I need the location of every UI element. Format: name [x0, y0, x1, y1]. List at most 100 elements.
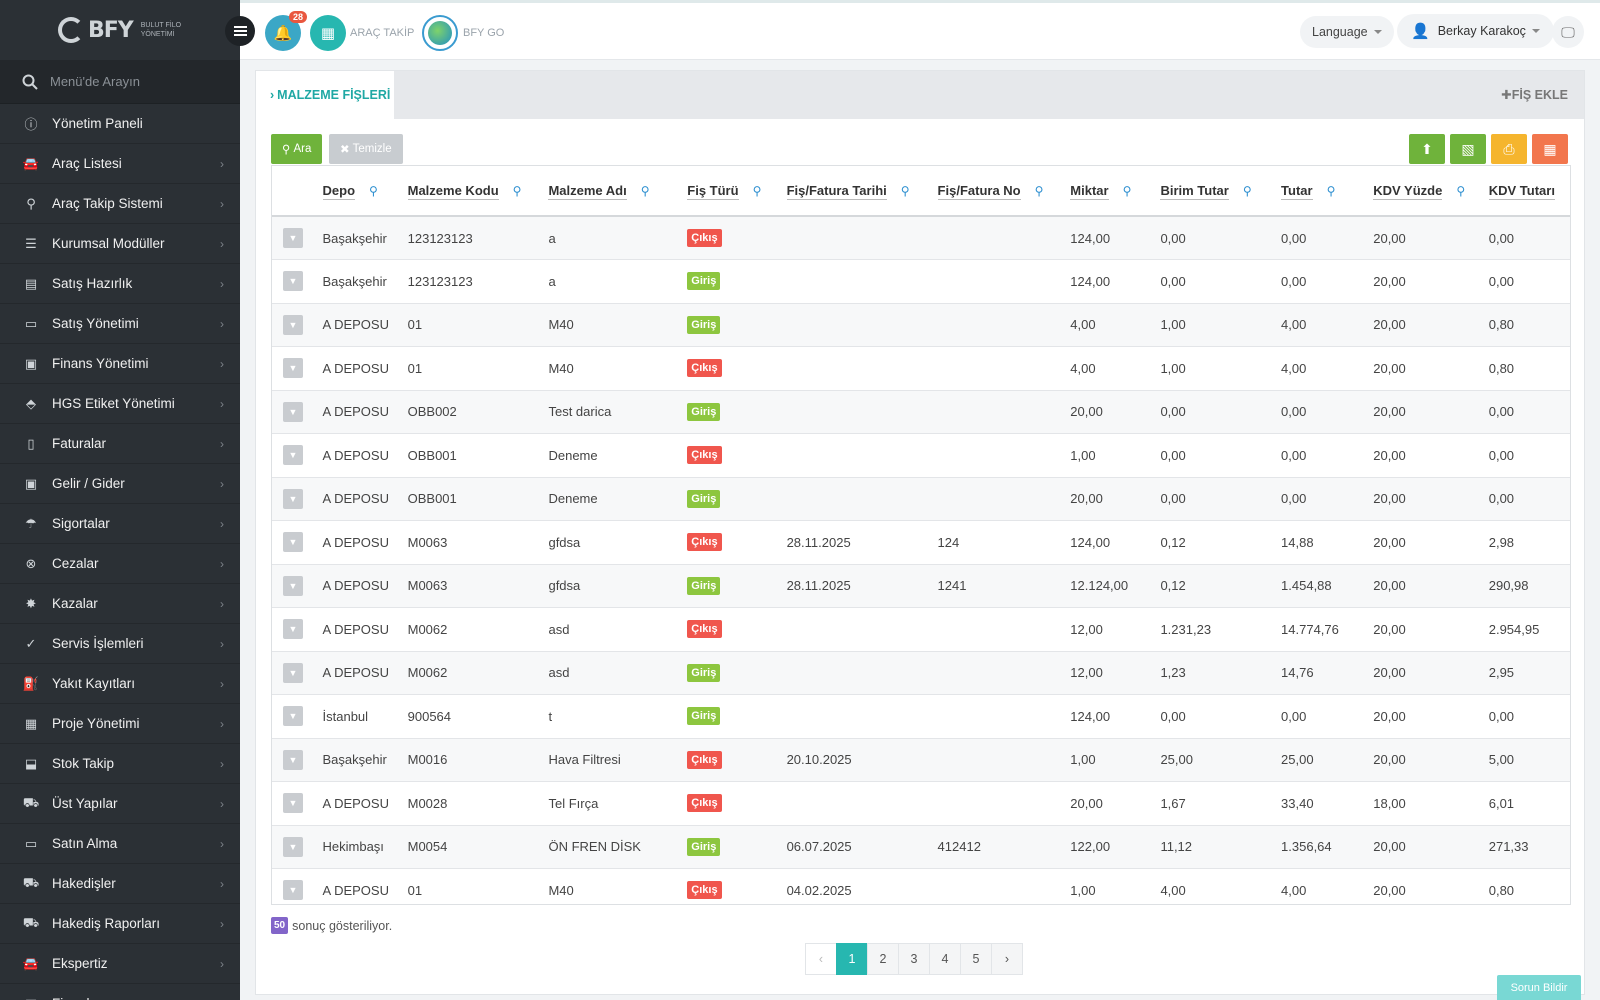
- sidebar-item-proje-yönetimi[interactable]: ▦ Proje Yönetimi ›: [0, 704, 240, 744]
- table-cell: 20,00: [1363, 390, 1479, 434]
- sidebar-item-stok-takip[interactable]: ⬓ Stok Takip ›: [0, 744, 240, 784]
- notifications-button[interactable]: 🔔 28: [265, 11, 307, 51]
- fis-turu-badge: Çıkış: [687, 533, 722, 552]
- fullscreen-button[interactable]: 🖵: [1552, 16, 1584, 48]
- sidebar-item-hakediş-raporları[interactable]: ⛟ Hakediş Raporları ›: [0, 904, 240, 944]
- sidebar-item-hakedişler[interactable]: ⛟ Hakedişler ›: [0, 864, 240, 904]
- column-search-icon[interactable]: ⚲: [1122, 184, 1132, 198]
- expand-row-button[interactable]: ▼: [283, 228, 303, 248]
- column-search-icon[interactable]: ⚲: [640, 184, 650, 198]
- column-search-icon[interactable]: ⚲: [512, 184, 522, 198]
- upload-button[interactable]: ⬆: [1409, 134, 1445, 164]
- column-search-icon[interactable]: ⚲: [900, 184, 910, 198]
- expand-row-button[interactable]: ▼: [283, 793, 303, 814]
- sidebar-item-servis-i-şlemleri[interactable]: ✓ Servis İşlemleri ›: [0, 624, 240, 664]
- expand-row-button[interactable]: ▼: [283, 401, 303, 422]
- column-header[interactable]: Malzeme Kodu ⚲: [397, 166, 539, 217]
- bfy-go-link[interactable]: BFY GO: [463, 27, 505, 39]
- expand-row-button[interactable]: ▼: [283, 445, 303, 466]
- sidebar-item-satın-alma[interactable]: ▭ Satın Alma ›: [0, 824, 240, 864]
- fis-turu-badge: Çıkış: [687, 359, 722, 378]
- columns-button[interactable]: ▦: [1532, 134, 1568, 164]
- sidebar-item-araç-takip-sistemi[interactable]: ⚲ Araç Takip Sistemi ›: [0, 184, 240, 224]
- table-cell: A DEPOSU: [312, 564, 398, 608]
- column-search-icon[interactable]: ⚲: [1456, 184, 1466, 198]
- column-header[interactable]: Fiş/Fatura Tarihi ⚲: [776, 166, 928, 217]
- monitor-icon: 🖵: [1561, 23, 1575, 40]
- pagination-next[interactable]: ›: [991, 943, 1023, 975]
- sidebar-item-üst-yapılar[interactable]: ⛟ Üst Yapılar ›: [0, 784, 240, 824]
- language-dropdown[interactable]: Language: [1300, 16, 1394, 48]
- table-cell: 1.454,88: [1271, 564, 1364, 608]
- pagination-page-2[interactable]: 2: [867, 943, 899, 975]
- expand-row-button[interactable]: ▼: [283, 706, 303, 727]
- table-cell: 2.954,95: [1478, 607, 1570, 652]
- menu-toggle-button[interactable]: [225, 16, 255, 46]
- sidebar-item-gelir-gider[interactable]: ▣ Gelir / Gider ›: [0, 464, 240, 504]
- sidebar-item-faturalar[interactable]: ▯ Faturalar ›: [0, 424, 240, 464]
- sidebar-item-cezalar[interactable]: ⊗ Cezalar ›: [0, 544, 240, 584]
- expand-row-button[interactable]: ▼: [283, 488, 303, 509]
- sidebar-item-yakıt-kayıtları[interactable]: ⛽ Yakıt Kayıtları ›: [0, 664, 240, 704]
- table-cell: 0,00: [1478, 477, 1570, 521]
- expand-row-button[interactable]: ▼: [283, 880, 303, 901]
- expand-row-button[interactable]: ▼: [283, 575, 303, 596]
- tab-malzeme-fisleri[interactable]: › MALZEME FİŞLERİ: [256, 71, 394, 119]
- expand-row-button[interactable]: ▼: [283, 836, 303, 857]
- sidebar-item-label: Cezalar: [52, 556, 99, 571]
- column-header[interactable]: KDV Tutarı: [1478, 166, 1570, 217]
- sidebar-item-satış-yönetimi[interactable]: ▭ Satış Yönetimi ›: [0, 304, 240, 344]
- column-header[interactable]: Fiş Türü ⚲: [677, 166, 777, 217]
- sidebar-search-input[interactable]: [50, 74, 220, 89]
- sidebar-item-araç-listesi[interactable]: 🚘 Araç Listesi ›: [0, 144, 240, 184]
- excel-export-button[interactable]: ▧: [1450, 134, 1486, 164]
- expand-row-button[interactable]: ▼: [283, 749, 303, 770]
- expand-row-button[interactable]: ▼: [283, 662, 303, 683]
- pagination-page-3[interactable]: 3: [898, 943, 930, 975]
- column-search-icon[interactable]: ⚲: [1326, 184, 1336, 198]
- print-button[interactable]: ⎙: [1491, 134, 1527, 164]
- brand-logo[interactable]: BFY BULUT FİLO YÖNETİMİ: [0, 0, 240, 60]
- column-header[interactable]: Birim Tutar ⚲: [1150, 166, 1272, 217]
- column-search-icon[interactable]: ⚲: [369, 184, 378, 198]
- map-pin-icon: ⚲: [26, 195, 36, 211]
- sidebar-item-label: Proje Yönetimi: [52, 716, 140, 731]
- sidebar-item-satış-hazırlık[interactable]: ▤ Satış Hazırlık ›: [0, 264, 240, 304]
- pagination-page-1[interactable]: 1: [836, 943, 868, 975]
- column-header[interactable]: Tutar ⚲: [1271, 166, 1364, 217]
- user-menu[interactable]: 👤 Berkay Karakoç: [1397, 14, 1554, 48]
- expand-row-button[interactable]: ▼: [283, 271, 303, 292]
- expand-row-button[interactable]: ▼: [283, 314, 303, 335]
- sidebar-item-kurumsal-modüller[interactable]: ☰ Kurumsal Modüller ›: [0, 224, 240, 264]
- report-issue-button[interactable]: Sorun Bildir: [1497, 975, 1581, 1000]
- sidebar-item-firmalar[interactable]: ▥ Firmalar ›: [0, 984, 240, 1000]
- pagination-page-4[interactable]: 4: [929, 943, 961, 975]
- sidebar-item-yönetim-paneli[interactable]: ⓘ Yönetim Paneli: [0, 104, 240, 144]
- arac-takip-link[interactable]: ARAÇ TAKİP: [350, 27, 415, 39]
- sidebar-item-sigortalar[interactable]: ☂ Sigortalar ›: [0, 504, 240, 544]
- column-header[interactable]: Miktar ⚲: [1060, 166, 1151, 217]
- column-header[interactable]: Fiş/Fatura No ⚲: [927, 166, 1061, 217]
- column-search-icon[interactable]: ⚲: [752, 184, 762, 198]
- column-search-icon[interactable]: ⚲: [1034, 184, 1044, 198]
- table-cell: A DEPOSU: [312, 303, 398, 347]
- clear-button[interactable]: ✖ Temizle: [328, 134, 403, 164]
- sidebar-item-kazalar[interactable]: ✸ Kazalar ›: [0, 584, 240, 624]
- pagination-prev[interactable]: ‹: [805, 943, 837, 975]
- arac-takip-button[interactable]: ▦: [310, 15, 346, 51]
- expand-row-button[interactable]: ▼: [283, 532, 303, 553]
- sidebar-item-ekspertiz[interactable]: 🚘 Ekspertiz ›: [0, 944, 240, 984]
- sidebar-item-finans-yönetimi[interactable]: ▣ Finans Yönetimi ›: [0, 344, 240, 384]
- pagination-page-5[interactable]: 5: [960, 943, 992, 975]
- search-button[interactable]: ⚲ Ara: [271, 134, 323, 164]
- sidebar-item-label: Hakedişler: [52, 876, 116, 891]
- column-header[interactable]: KDV Yüzde ⚲: [1363, 166, 1479, 217]
- column-header[interactable]: Malzeme Adı ⚲: [538, 166, 678, 217]
- bfy-go-button[interactable]: [422, 15, 458, 51]
- expand-row-button[interactable]: ▼: [283, 358, 303, 379]
- add-fis-button[interactable]: ✚FİŞ EKLE: [1501, 87, 1568, 102]
- column-header[interactable]: Depo ⚲: [312, 166, 398, 217]
- sidebar-item-hgs-etiket-yönetimi[interactable]: ⬘ HGS Etiket Yönetimi ›: [0, 384, 240, 424]
- expand-row-button[interactable]: ▼: [283, 619, 303, 640]
- column-search-icon[interactable]: ⚲: [1242, 184, 1252, 198]
